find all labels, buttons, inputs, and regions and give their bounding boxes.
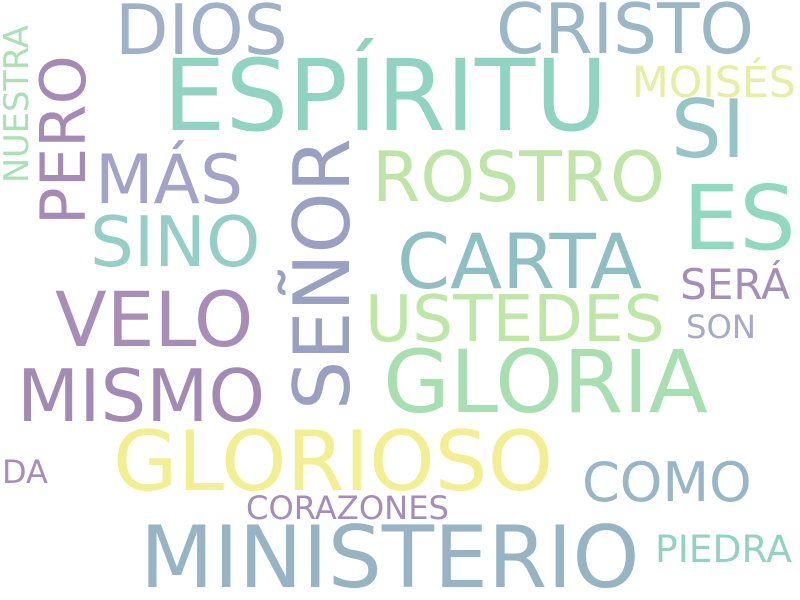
word-como: COMO — [582, 451, 752, 514]
word-carta: CARTA — [397, 217, 643, 306]
word-senor: SEÑOR — [278, 138, 368, 410]
word-espiritu: ESPÍRITU — [163, 39, 608, 154]
word-glorioso: GLORIOSO — [113, 413, 554, 510]
word-piedra: PIEDRA — [655, 527, 792, 571]
word-mas: MÁS — [95, 141, 244, 220]
word-es: ES — [683, 165, 796, 270]
word-nuestra: NUESTRA — [0, 25, 36, 183]
word-da: DA — [2, 453, 48, 491]
word-velo: VELO — [55, 275, 254, 364]
word-ministerio: MINISTERIO — [140, 508, 640, 600]
word-corazones: CORAZONES — [246, 488, 449, 527]
word-sino: SINO — [90, 203, 261, 283]
word-son: SON — [686, 308, 756, 346]
word-moises: MOISÉS — [632, 57, 796, 108]
word-si: SI — [671, 83, 746, 176]
word-cristo: CRISTO — [496, 0, 755, 70]
word-rostro: ROSTRO — [372, 136, 665, 218]
word-pero: PERO — [26, 55, 100, 225]
word-gloria: GLORIA — [383, 332, 708, 433]
word-mismo: MISMO — [17, 354, 266, 438]
word-sera: SERÁ — [680, 260, 790, 309]
word-ustedes: USTEDES — [365, 281, 665, 357]
word-dios: DIOS — [115, 0, 288, 71]
